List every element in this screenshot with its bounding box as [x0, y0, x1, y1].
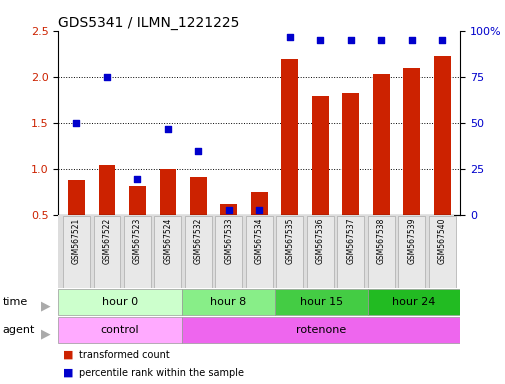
Point — [72, 120, 80, 126]
Bar — [250, 192, 267, 262]
FancyBboxPatch shape — [367, 289, 460, 316]
Text: hour 15: hour 15 — [299, 297, 342, 307]
Point — [133, 175, 141, 182]
Text: hour 0: hour 0 — [102, 297, 138, 307]
FancyBboxPatch shape — [182, 289, 274, 316]
Text: rotenone: rotenone — [295, 325, 345, 335]
FancyBboxPatch shape — [93, 216, 120, 288]
Text: GSM567532: GSM567532 — [193, 218, 203, 264]
FancyBboxPatch shape — [276, 216, 302, 288]
FancyBboxPatch shape — [185, 216, 212, 288]
Point — [255, 207, 263, 213]
Point — [224, 207, 232, 213]
Text: agent: agent — [3, 325, 35, 335]
Text: ■: ■ — [63, 350, 74, 360]
FancyBboxPatch shape — [58, 289, 182, 316]
FancyBboxPatch shape — [124, 216, 150, 288]
FancyBboxPatch shape — [215, 216, 242, 288]
Text: GSM567537: GSM567537 — [345, 218, 355, 264]
Bar — [98, 165, 115, 262]
Text: control: control — [100, 325, 139, 335]
Bar — [129, 186, 145, 262]
Text: hour 24: hour 24 — [391, 297, 435, 307]
Bar — [159, 169, 176, 262]
FancyBboxPatch shape — [63, 216, 90, 288]
Point — [164, 126, 172, 132]
Bar — [220, 204, 237, 262]
Text: GSM567539: GSM567539 — [407, 218, 416, 264]
Bar — [342, 93, 359, 262]
Text: GDS5341 / ILMN_1221225: GDS5341 / ILMN_1221225 — [58, 16, 239, 30]
Bar — [402, 68, 419, 262]
Text: GSM567536: GSM567536 — [315, 218, 324, 264]
Text: GSM567521: GSM567521 — [72, 218, 81, 264]
Text: GSM567538: GSM567538 — [376, 218, 385, 264]
Text: ▶: ▶ — [40, 300, 50, 313]
Bar — [372, 74, 389, 262]
FancyBboxPatch shape — [154, 216, 181, 288]
Point — [194, 148, 202, 154]
Text: GSM567522: GSM567522 — [102, 218, 111, 264]
Text: ▶: ▶ — [40, 328, 50, 341]
Text: ■: ■ — [63, 368, 74, 378]
FancyBboxPatch shape — [337, 216, 364, 288]
Bar — [281, 59, 297, 262]
Text: GSM567540: GSM567540 — [437, 218, 446, 264]
FancyBboxPatch shape — [397, 216, 424, 288]
Text: percentile rank within the sample: percentile rank within the sample — [79, 368, 244, 378]
FancyBboxPatch shape — [428, 216, 455, 288]
Text: transformed count: transformed count — [79, 350, 170, 360]
Point — [285, 33, 293, 40]
Text: GSM567535: GSM567535 — [285, 218, 294, 264]
Point — [346, 37, 354, 43]
Text: GSM567524: GSM567524 — [163, 218, 172, 264]
Text: hour 8: hour 8 — [210, 297, 246, 307]
Point — [103, 74, 111, 80]
FancyBboxPatch shape — [58, 316, 182, 343]
Point — [316, 37, 324, 43]
FancyBboxPatch shape — [306, 216, 333, 288]
FancyBboxPatch shape — [367, 216, 394, 288]
Bar — [433, 56, 449, 262]
Point — [376, 37, 384, 43]
FancyBboxPatch shape — [182, 316, 460, 343]
Bar — [68, 180, 85, 262]
Text: GSM567533: GSM567533 — [224, 218, 233, 264]
FancyBboxPatch shape — [245, 216, 272, 288]
Text: GSM567534: GSM567534 — [255, 218, 263, 264]
Point — [407, 37, 415, 43]
Point — [437, 37, 445, 43]
FancyBboxPatch shape — [274, 289, 367, 316]
Text: GSM567523: GSM567523 — [133, 218, 141, 264]
Bar — [189, 177, 207, 262]
Text: time: time — [3, 297, 28, 307]
Bar — [311, 96, 328, 262]
